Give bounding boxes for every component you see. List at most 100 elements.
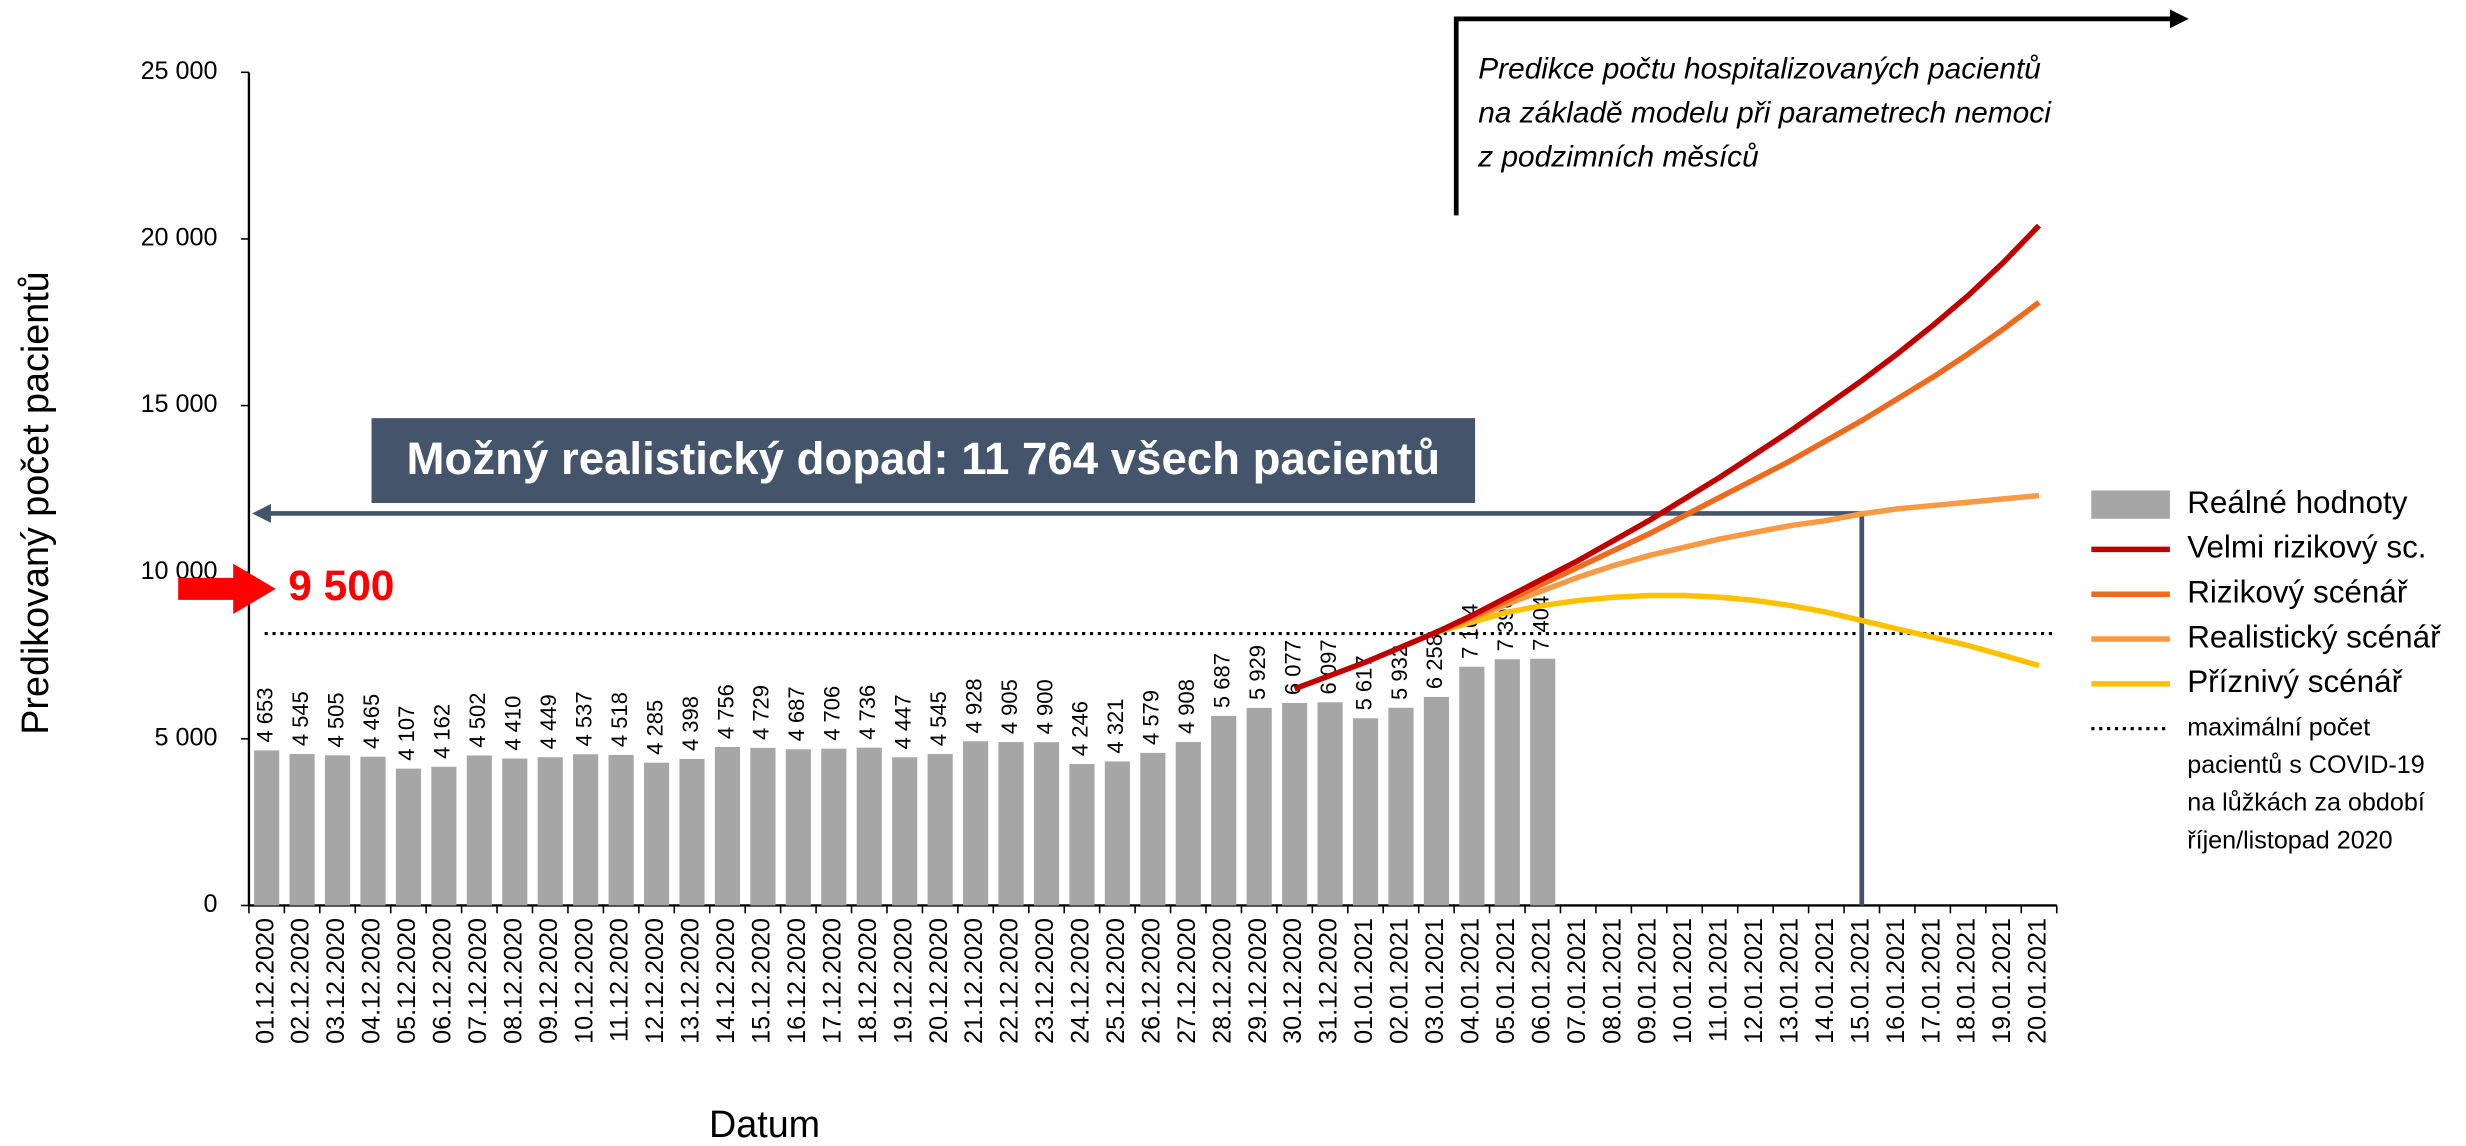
x-tick-label: 10.12.2020 [570,918,598,1044]
value-label: 4 465 [359,694,384,749]
y-tick-label: 0 [203,890,217,918]
bar [1211,715,1237,906]
bar [395,768,422,906]
impact-arrowhead [252,503,271,523]
x-tick-label: 11.12.2020 [606,918,634,1042]
x-tick-label: 20.12.2020 [925,918,953,1044]
x-tick-label: 07.01.2021 [1563,918,1591,1044]
x-tick-label: 20.01.2021 [2024,918,2052,1044]
value-label: 5 929 [1245,645,1270,700]
value-label: 4 579 [1139,690,1164,745]
value-label: 4 398 [678,696,703,751]
x-tick-label: 06.12.2020 [429,918,457,1044]
bar [643,762,670,906]
value-label: 4 107 [394,706,419,761]
bar [1388,707,1414,906]
x-tick-label: 21.12.2020 [960,918,988,1044]
x-tick-label: 01.12.2020 [251,918,279,1044]
x-tick-label: 09.12.2020 [535,918,563,1044]
prediction-note: na základě modelu při parametrech nemoci [1478,97,2052,130]
line [1435,492,2040,635]
capacity-label: 9 500 [288,562,394,609]
x-tick-label: 13.01.2021 [1776,918,1804,1044]
x-tick-label: 15.01.2021 [1846,918,1874,1044]
bar [1423,696,1449,906]
x-tick-label: 08.01.2021 [1598,918,1626,1044]
bar [998,742,1024,906]
value-label: 4 545 [288,691,313,746]
x-tick-label: 19.12.2020 [889,918,917,1044]
value-label: 4 502 [465,693,490,748]
x-tick-label: 06.01.2021 [1527,918,1555,1044]
value-label: 4 162 [430,704,455,759]
legend-label: říjen/listopad 2020 [2187,826,2392,854]
legend-label: pacientů s COVID-19 [2187,751,2425,779]
value-label: 4 505 [323,692,348,747]
x-tick-label: 02.01.2021 [1386,918,1414,1044]
bar [608,754,634,906]
y-tick-label: 20 000 [141,224,218,252]
value-label: 4 246 [1068,701,1093,756]
legend-label: Realistický scénář [2187,619,2442,654]
prediction-arrowhead [2169,9,2189,29]
legend-label: Příznivý scénář [2187,664,2403,699]
x-tick-label: 12.01.2021 [1740,918,1768,1044]
y-tick-label: 5 000 [155,723,218,751]
bar [963,741,989,906]
bar [1530,658,1556,906]
x-tick-label: 29.12.2020 [1244,918,1272,1044]
value-label: 6 097 [1316,639,1341,694]
bar [1033,742,1060,906]
capacity-arrow [178,563,276,615]
value-label: 4 729 [749,685,774,740]
x-tick-label: 03.01.2021 [1421,918,1449,1044]
x-tick-label: 22.12.2020 [996,918,1024,1044]
x-tick-label: 03.12.2020 [322,918,350,1044]
x-tick-label: 24.12.2020 [1067,918,1095,1044]
x-tick-label: 19.01.2021 [1988,918,2016,1044]
bar [1069,763,1095,906]
x-tick-label: 04.12.2020 [358,918,386,1044]
bar [927,754,953,906]
x-tick-label: 23.12.2020 [1031,918,1059,1044]
x-tick-label: 25.12.2020 [1102,918,1130,1044]
bar [785,749,811,906]
x-tick-label: 07.12.2020 [464,918,492,1044]
bar [1140,752,1166,906]
value-label: 4 545 [926,691,951,746]
bar [1317,702,1343,906]
x-tick-label: 16.01.2021 [1882,918,1910,1044]
bar [750,747,776,906]
bar [679,758,705,906]
bar [289,754,315,906]
legend-label: maximální počet [2187,713,2370,741]
x-tick-label: 05.12.2020 [393,918,421,1044]
prediction-note: Predikce počtu hospitalizovaných pacient… [1478,53,2041,86]
bar [502,758,528,906]
value-label: 4 736 [855,685,880,740]
legend-label: Velmi rizikový sc. [2187,530,2426,565]
bar [1175,741,1201,906]
x-tick-label: 10.01.2021 [1669,918,1697,1044]
value-label: 4 537 [571,691,596,746]
x-tick-label: 27.12.2020 [1173,918,1201,1044]
value-label: 4 908 [1174,679,1199,734]
line [1293,223,2041,692]
x-tick-label: 02.12.2020 [287,918,315,1044]
value-label: 4 285 [642,700,667,755]
x-tick-label: 14.12.2020 [712,918,740,1044]
x-tick-label: 17.12.2020 [818,918,846,1044]
legend-label: na lůžkách za období [2187,789,2425,817]
bar [1352,718,1379,906]
value-label: 4 410 [501,696,526,751]
x-tick-label: 01.01.2021 [1350,918,1378,1044]
x-tick-label: 09.01.2021 [1634,918,1662,1044]
bar [573,754,599,906]
x-tick-label: 18.12.2020 [854,918,882,1044]
value-label: 6 258 [1422,634,1447,689]
bar [537,757,563,906]
bar [360,756,386,906]
value-label: 4 687 [784,686,809,741]
x-tick-label: 18.01.2021 [1953,918,1981,1044]
